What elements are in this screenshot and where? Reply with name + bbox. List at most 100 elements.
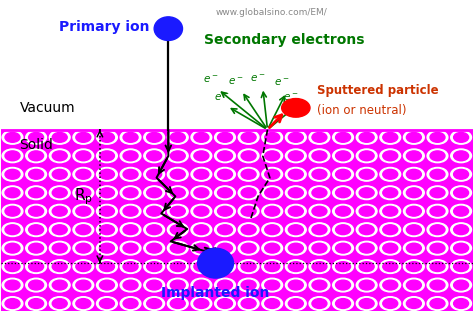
Circle shape	[191, 186, 212, 200]
Circle shape	[454, 169, 469, 179]
Circle shape	[312, 206, 327, 216]
Circle shape	[170, 169, 185, 179]
Circle shape	[380, 297, 401, 310]
Circle shape	[49, 204, 70, 218]
Circle shape	[262, 278, 283, 292]
Circle shape	[285, 186, 306, 200]
Circle shape	[288, 225, 303, 235]
Circle shape	[406, 206, 421, 216]
Circle shape	[430, 132, 445, 142]
Circle shape	[359, 132, 374, 142]
Circle shape	[336, 243, 351, 253]
Circle shape	[380, 149, 401, 163]
Circle shape	[454, 225, 469, 235]
Circle shape	[241, 188, 256, 198]
Circle shape	[5, 225, 20, 235]
Circle shape	[238, 204, 259, 218]
Circle shape	[380, 130, 401, 144]
Circle shape	[336, 132, 351, 142]
Circle shape	[26, 168, 46, 181]
Circle shape	[285, 168, 306, 181]
Circle shape	[333, 241, 354, 255]
Circle shape	[100, 299, 114, 309]
Circle shape	[454, 243, 469, 253]
Text: $e^-$: $e^-$	[203, 75, 219, 85]
Circle shape	[167, 130, 188, 144]
Circle shape	[120, 297, 141, 310]
Circle shape	[194, 169, 209, 179]
Circle shape	[356, 223, 377, 236]
Circle shape	[241, 280, 256, 290]
Circle shape	[49, 223, 70, 236]
Circle shape	[146, 225, 162, 235]
Circle shape	[451, 130, 472, 144]
Circle shape	[309, 186, 330, 200]
Text: Secondary electrons: Secondary electrons	[204, 32, 365, 46]
Circle shape	[170, 262, 185, 271]
Circle shape	[52, 225, 67, 235]
Circle shape	[262, 204, 283, 218]
Circle shape	[380, 278, 401, 292]
Circle shape	[241, 169, 256, 179]
Circle shape	[403, 204, 424, 218]
Circle shape	[28, 299, 44, 309]
Circle shape	[218, 299, 232, 309]
Circle shape	[76, 299, 91, 309]
Circle shape	[451, 168, 472, 181]
Circle shape	[146, 243, 162, 253]
Circle shape	[5, 169, 20, 179]
Circle shape	[238, 223, 259, 236]
Circle shape	[285, 278, 306, 292]
Circle shape	[144, 241, 164, 255]
Circle shape	[336, 188, 351, 198]
Circle shape	[28, 188, 44, 198]
Circle shape	[427, 168, 448, 181]
Circle shape	[5, 188, 20, 198]
Circle shape	[170, 151, 185, 161]
Circle shape	[100, 188, 114, 198]
Circle shape	[191, 149, 212, 163]
Circle shape	[262, 130, 283, 144]
Circle shape	[49, 130, 70, 144]
Circle shape	[262, 149, 283, 163]
Circle shape	[52, 280, 67, 290]
Circle shape	[336, 299, 351, 309]
Circle shape	[167, 260, 188, 273]
Circle shape	[191, 278, 212, 292]
Circle shape	[359, 206, 374, 216]
Circle shape	[194, 280, 209, 290]
Circle shape	[309, 204, 330, 218]
Text: Solid: Solid	[19, 138, 54, 152]
Circle shape	[356, 204, 377, 218]
Circle shape	[403, 168, 424, 181]
Circle shape	[288, 206, 303, 216]
Circle shape	[285, 241, 306, 255]
Circle shape	[123, 169, 138, 179]
Circle shape	[282, 99, 310, 117]
Circle shape	[406, 188, 421, 198]
Circle shape	[218, 206, 232, 216]
Circle shape	[97, 149, 118, 163]
Circle shape	[2, 149, 23, 163]
Circle shape	[2, 168, 23, 181]
Circle shape	[288, 169, 303, 179]
Circle shape	[380, 186, 401, 200]
Circle shape	[356, 130, 377, 144]
Circle shape	[5, 299, 20, 309]
Circle shape	[383, 243, 398, 253]
Circle shape	[451, 278, 472, 292]
Circle shape	[28, 132, 44, 142]
Circle shape	[73, 186, 94, 200]
Circle shape	[26, 130, 46, 144]
Circle shape	[120, 260, 141, 273]
Circle shape	[359, 225, 374, 235]
Circle shape	[73, 260, 94, 273]
Circle shape	[333, 149, 354, 163]
Circle shape	[97, 168, 118, 181]
Circle shape	[144, 204, 164, 218]
Circle shape	[26, 278, 46, 292]
Circle shape	[146, 132, 162, 142]
Circle shape	[312, 132, 327, 142]
Circle shape	[238, 149, 259, 163]
Circle shape	[167, 149, 188, 163]
